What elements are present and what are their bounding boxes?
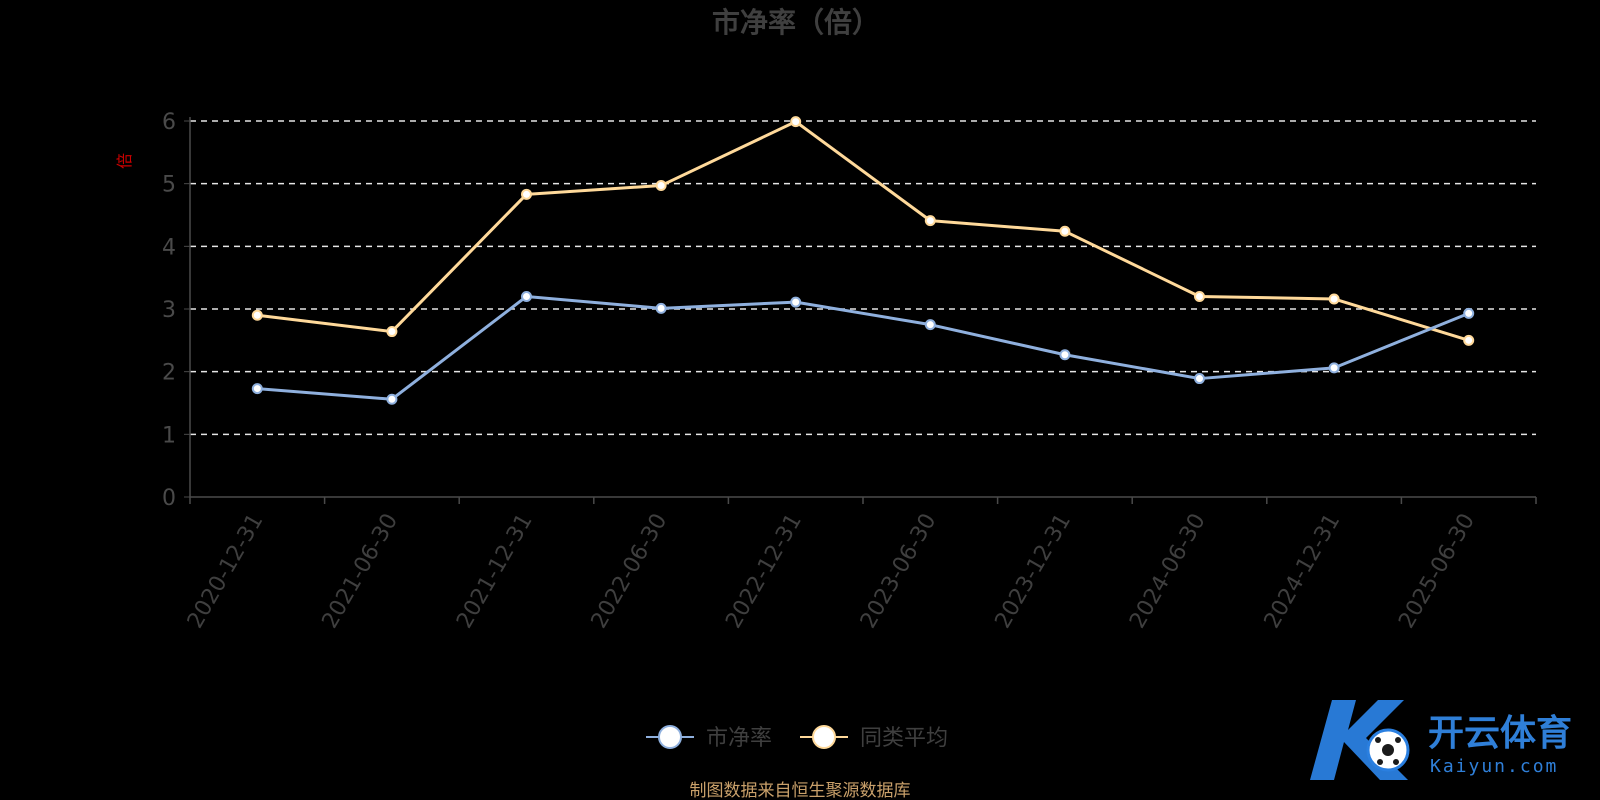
data-point[interactable] — [1194, 290, 1205, 302]
y-tick-label: 5 — [162, 173, 176, 198]
data-point[interactable] — [1194, 373, 1205, 385]
data-point[interactable] — [655, 180, 667, 192]
y-tick-label: 4 — [162, 235, 176, 260]
x-tick-labels: 2020-12-31 2021-06-30 2021-12-31 2022-06-30… — [183, 510, 1480, 633]
chart-title: 市净率（倍） — [712, 6, 880, 39]
y-tick-labels: 0 1 2 3 4 5 6 — [162, 110, 176, 511]
legend-item-1[interactable]: 同类平均 — [800, 725, 948, 751]
kaiyun-logo-icon — [1310, 700, 1410, 780]
data-point[interactable] — [521, 290, 532, 302]
data-point[interactable] — [1059, 225, 1071, 237]
data-point[interactable] — [251, 383, 263, 395]
y-tick-label: 6 — [162, 110, 176, 135]
data-point[interactable] — [1328, 293, 1340, 305]
x-tick-label: 2021-06-30 — [318, 510, 404, 633]
y-axis-unit: 倍 — [115, 153, 134, 169]
x-tick-label: 2023-12-31 — [991, 510, 1077, 633]
x-tick-label: 2024-06-30 — [1125, 510, 1211, 633]
data-point[interactable] — [1463, 334, 1475, 346]
data-point[interactable] — [1463, 307, 1475, 319]
data-point[interactable] — [251, 309, 263, 321]
legend-marker-1 — [812, 725, 836, 749]
series-layer — [251, 116, 1475, 405]
grid-lines — [184, 120, 1536, 498]
watermark-brand-cn: 开云体育 — [1428, 713, 1572, 754]
axes — [189, 117, 1537, 504]
data-source-note: 制图数据来自恒生聚源数据库 — [690, 781, 911, 800]
legend[interactable]: 市净率 同类平均 — [646, 725, 948, 751]
y-tick-label: 1 — [162, 423, 176, 448]
legend-marker-0 — [658, 725, 682, 749]
x-tick-label: 2022-06-30 — [587, 510, 673, 633]
data-point[interactable] — [790, 296, 802, 308]
y-tick-label: 2 — [162, 361, 176, 386]
data-point[interactable] — [790, 116, 802, 128]
x-tick-label: 2022-12-31 — [721, 510, 807, 633]
data-point[interactable] — [1328, 362, 1340, 374]
x-tick-label: 2025-06-30 — [1394, 510, 1480, 633]
x-tick-label: 2020-12-31 — [183, 510, 269, 633]
y-tick-label: 3 — [162, 298, 176, 323]
series-line-1 — [257, 120, 1470, 342]
x-tick-label: 2021-12-31 — [452, 510, 538, 633]
watermark-logo: 开云体育 Kaiyun.com — [1310, 700, 1572, 780]
x-tick-label: 2024-12-31 — [1260, 510, 1346, 633]
legend-item-0[interactable]: 市净率 — [646, 725, 772, 751]
legend-label-0: 市净率 — [706, 726, 772, 751]
data-point[interactable] — [1059, 349, 1071, 361]
data-point[interactable] — [655, 302, 667, 314]
data-point[interactable] — [386, 393, 398, 405]
series-line-0 — [257, 294, 1470, 401]
legend-label-1: 同类平均 — [860, 726, 948, 751]
x-tick-label: 2023-06-30 — [856, 510, 942, 633]
series-0 — [251, 290, 1475, 405]
series-1 — [251, 116, 1475, 346]
data-point[interactable] — [386, 326, 398, 338]
data-point[interactable] — [924, 215, 936, 227]
y-tick-label: 0 — [162, 486, 176, 511]
watermark-brand-en: Kaiyun.com — [1430, 756, 1558, 777]
data-point[interactable] — [521, 188, 532, 200]
data-point[interactable] — [924, 319, 936, 331]
